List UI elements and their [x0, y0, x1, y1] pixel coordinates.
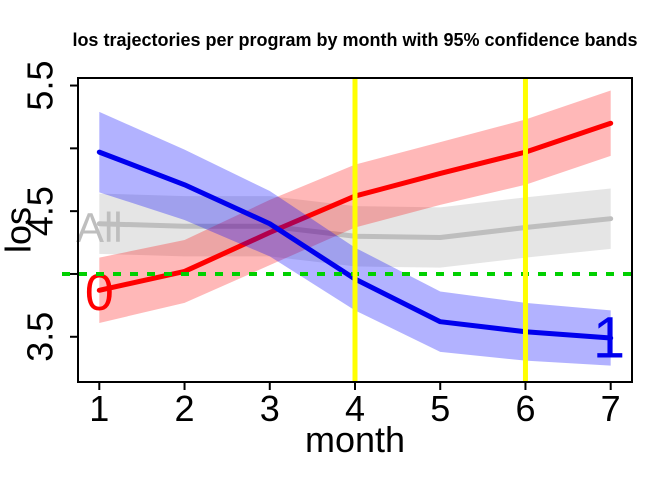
x-axis-tick-label: 6 — [515, 388, 535, 429]
y-axis-title: los — [0, 207, 39, 253]
x-axis-tick-label: 1 — [89, 388, 109, 429]
y-axis-tick-label: 3.5 — [20, 312, 61, 362]
x-axis-title: month — [305, 419, 405, 460]
confidence-band-program-1 — [99, 111, 611, 366]
y-axis-tick-label: 5.5 — [20, 61, 61, 111]
x-axis-tick-label: 2 — [175, 388, 195, 429]
x-axis-tick-label: 7 — [601, 388, 621, 429]
x-axis-tick-label: 4 — [345, 388, 365, 429]
x-axis-tick-label: 3 — [260, 388, 280, 429]
x-axis-tick-label: 5 — [430, 388, 450, 429]
chart-title: los trajectories per program by month wi… — [72, 30, 638, 50]
series-label-All: All — [76, 204, 123, 251]
series-label-program-1: 1 — [593, 306, 625, 371]
y-axis-tick-label: 4.5 — [20, 186, 61, 236]
